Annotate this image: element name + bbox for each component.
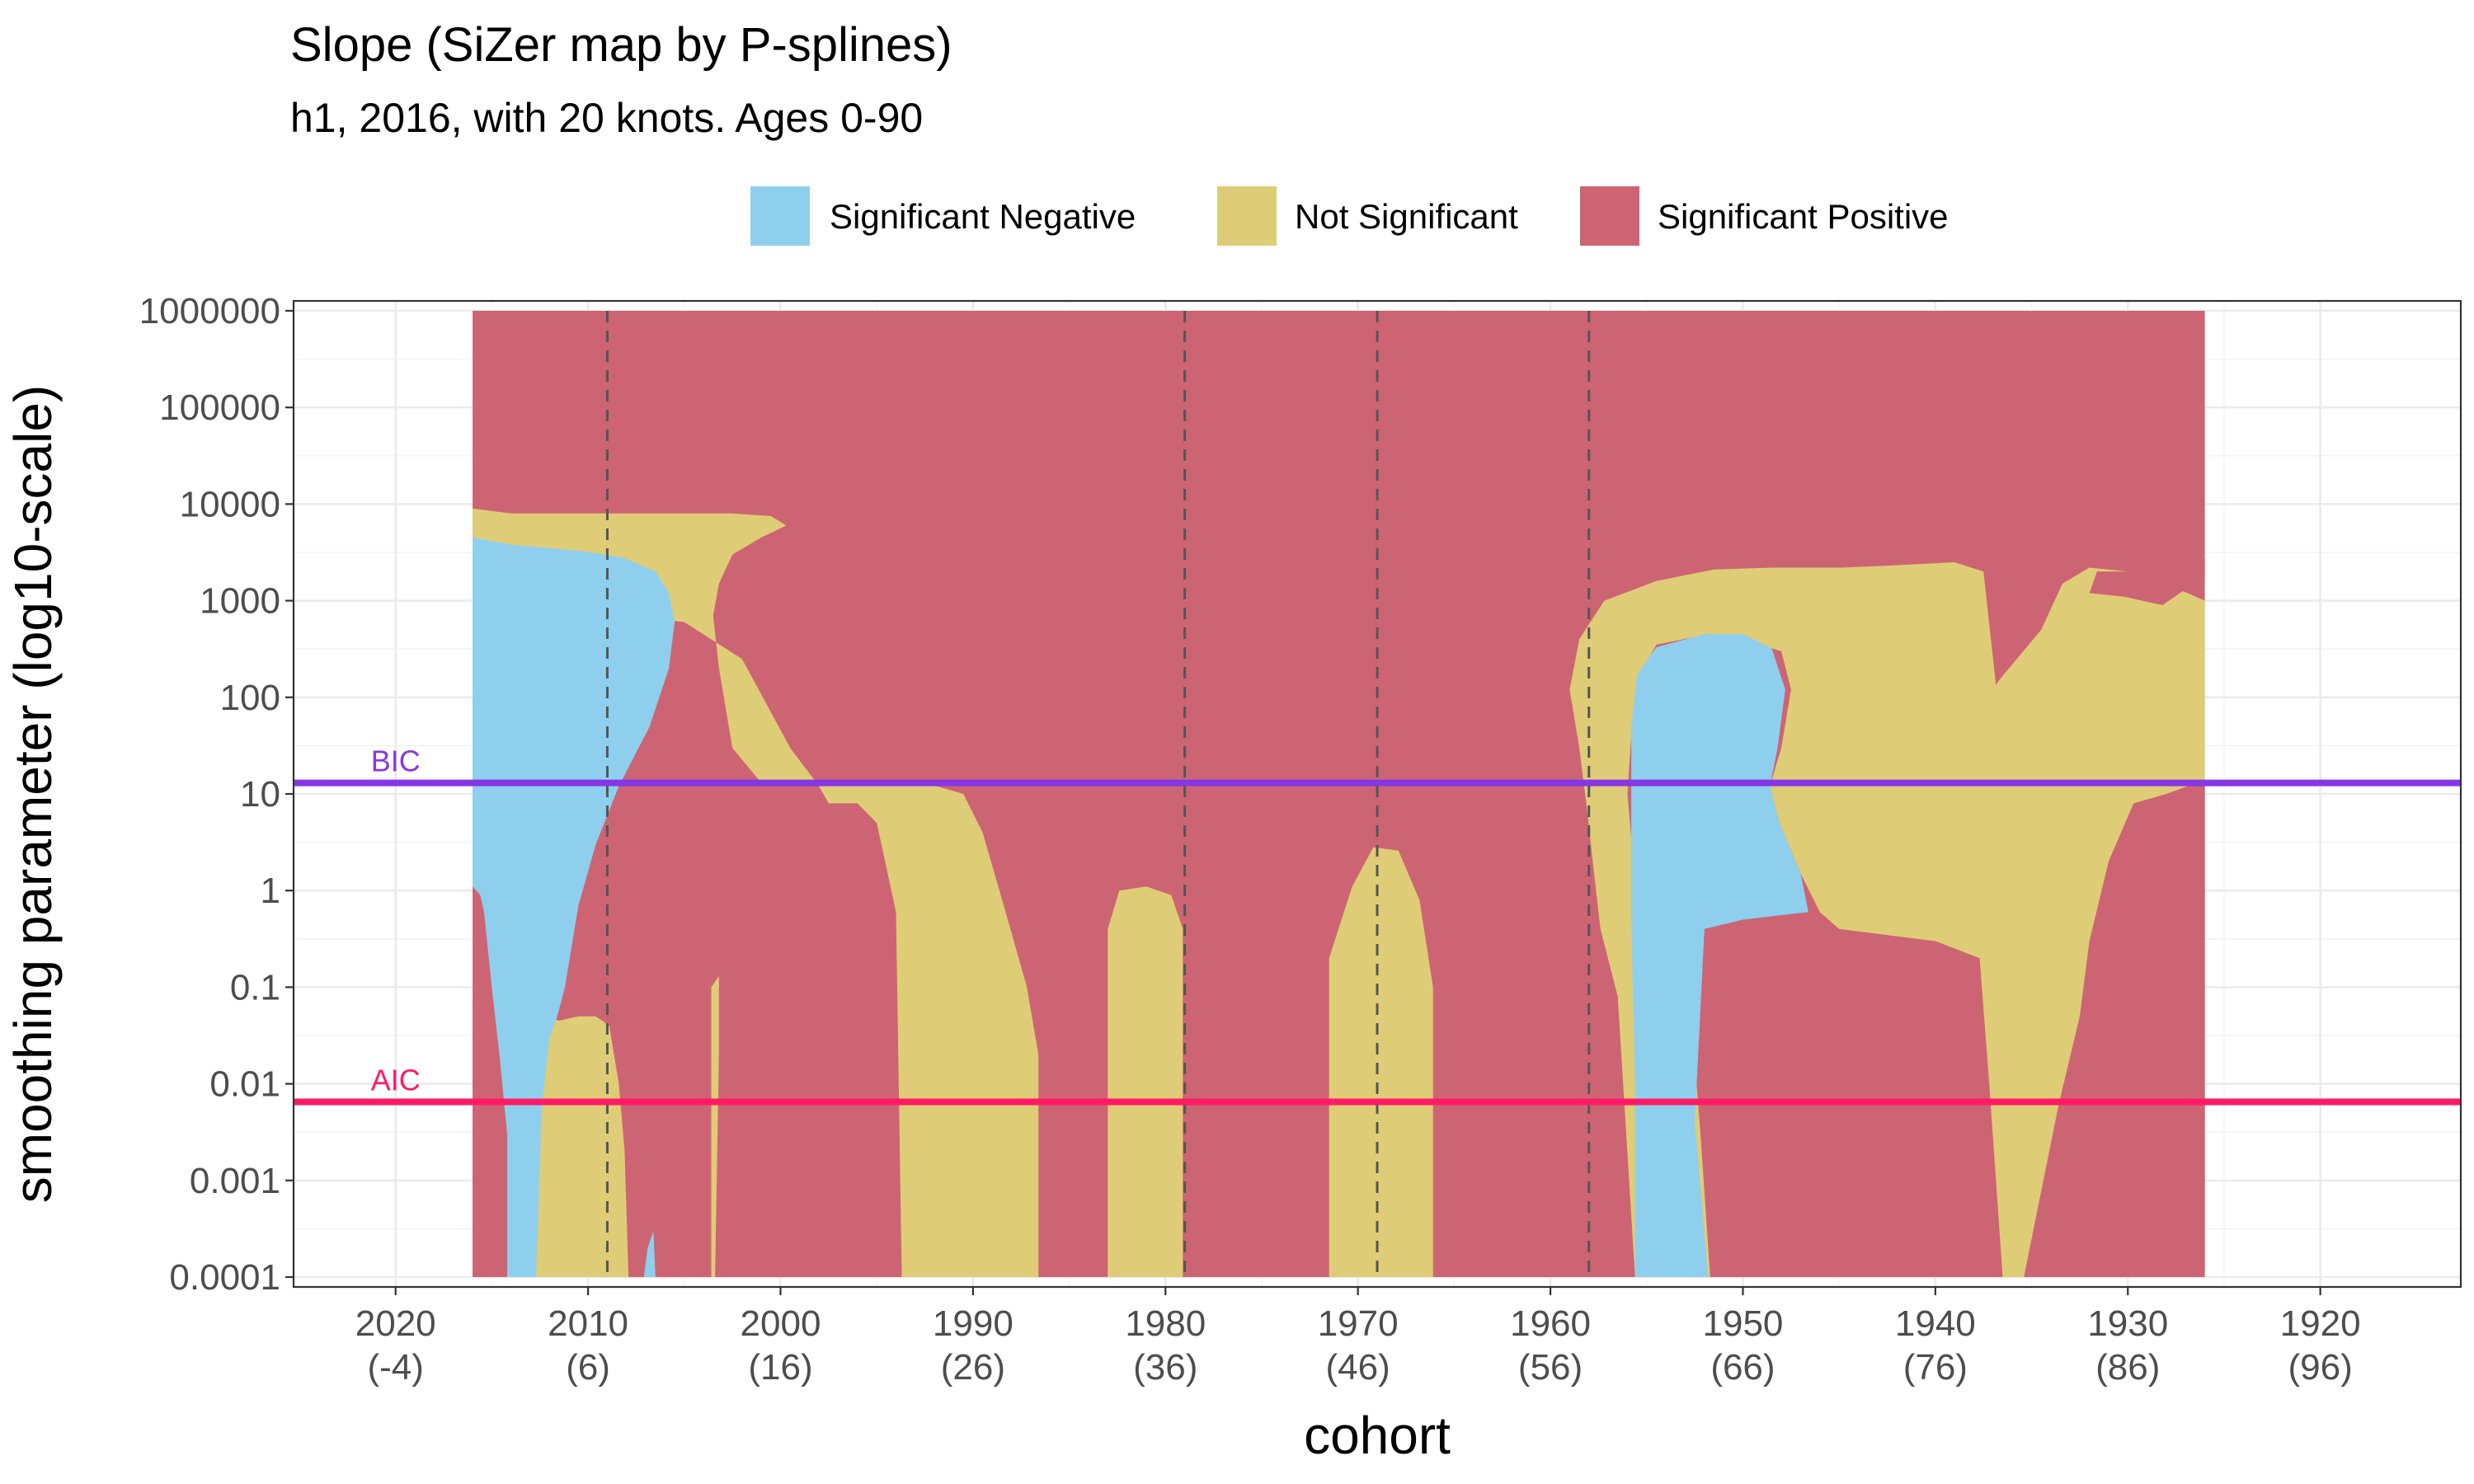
x-tick-sublabel: (56) — [1518, 1347, 1583, 1388]
x-tick-label: 1920 — [2280, 1303, 2361, 1344]
chart-title: Slope (SiZer map by P-splines) — [290, 18, 952, 72]
heatmap-region-not-significant — [473, 508, 1039, 1277]
x-tick-sublabel: (66) — [1710, 1347, 1775, 1388]
legend-label-negative: Significant Negative — [830, 197, 1136, 236]
y-tick-label: 1000 — [200, 581, 280, 622]
legend-swatch-not-significant — [1217, 186, 1277, 246]
heatmap-region-not-significant — [711, 976, 719, 1277]
y-tick-label: 10000 — [180, 484, 280, 524]
y-tick-label: 0.1 — [230, 967, 280, 1007]
legend-label-positive: Significant Positive — [1658, 197, 1949, 236]
heatmap-region-significant-positive — [711, 794, 816, 1277]
x-tick-label: 1980 — [1125, 1303, 1206, 1344]
y-tick-label: 10 — [240, 774, 280, 815]
x-tick-label: 1930 — [2087, 1303, 2168, 1344]
heatmap-region-not-significant — [1329, 847, 1433, 1277]
y-axis-ticks: 0.0001 0.001 0.01 0.1 1 10 100 1000 10000 100000 1… — [139, 291, 294, 1298]
y-tick-label: 100000 — [159, 387, 280, 428]
heatmap-region-significant-positive — [473, 1002, 485, 1277]
aic-label: AIC — [371, 1064, 421, 1097]
heatmap-region-not-significant — [1569, 562, 2205, 1277]
x-tick-sublabel: (6) — [566, 1347, 610, 1388]
y-tick-label: 0.001 — [190, 1161, 280, 1201]
legend: Significant Negative Not Significant Sig… — [750, 186, 1949, 246]
x-tick-sublabel: (26) — [941, 1347, 1005, 1388]
plot-panel: BIC AIC — [292, 299, 2462, 1289]
y-tick-label: 1 — [261, 871, 280, 911]
chart-subtitle: h1, 2016, with 20 knots. Ages 0-90 — [290, 95, 923, 141]
y-tick-label: 0.01 — [209, 1064, 280, 1105]
x-tick-sublabel: (16) — [748, 1347, 812, 1388]
x-axis-title: cohort — [1304, 1406, 1451, 1465]
heatmap-region-significant-negative — [1631, 634, 1808, 1277]
x-tick-sublabel: (-4) — [367, 1347, 423, 1388]
x-axis-ticks: 2020(-4) 2010(6) 2000(16) 1990(26) 1980(36) 1… — [355, 1287, 2361, 1388]
y-tick-label: 0.0001 — [169, 1257, 280, 1298]
legend-swatch-negative — [750, 186, 810, 246]
heatmap-region-significant-negative — [473, 538, 675, 1277]
reference-lines: BIC AIC — [294, 744, 2461, 1106]
bic-label: BIC — [371, 744, 421, 778]
x-tick-label: 2010 — [548, 1303, 628, 1344]
x-tick-label: 1970 — [1318, 1303, 1399, 1344]
heatmap-region-significant-positive — [2089, 557, 2205, 605]
legend-label-not-significant: Not Significant — [1295, 197, 1518, 236]
y-tick-label: 100 — [220, 678, 280, 718]
x-tick-label: 1990 — [933, 1303, 1014, 1344]
x-tick-sublabel: (46) — [1326, 1347, 1390, 1388]
x-tick-sublabel: (96) — [2288, 1347, 2352, 1388]
vertical-dashed-lines — [605, 311, 1591, 1277]
x-tick-label: 1950 — [1703, 1303, 1784, 1344]
x-tick-label: 2020 — [355, 1303, 436, 1344]
x-tick-label: 1940 — [1895, 1303, 1976, 1344]
x-tick-sublabel: (76) — [1903, 1347, 1968, 1388]
heatmap-region-significant-negative — [643, 1231, 656, 1277]
x-tick-sublabel: (36) — [1133, 1347, 1197, 1388]
heatmap-regions — [473, 311, 2205, 1277]
x-tick-sublabel: (86) — [2095, 1347, 2160, 1388]
heatmap-region-not-significant — [1108, 886, 1183, 1277]
legend-swatch-positive — [1580, 186, 1639, 246]
heatmap-region-significant-positive — [2024, 779, 2205, 1277]
y-axis-title: smoothing parameter (log10-scale) — [3, 385, 63, 1203]
x-tick-label: 1960 — [1510, 1303, 1591, 1344]
x-tick-label: 2000 — [741, 1303, 821, 1344]
y-tick-label: 1000000 — [139, 291, 280, 331]
